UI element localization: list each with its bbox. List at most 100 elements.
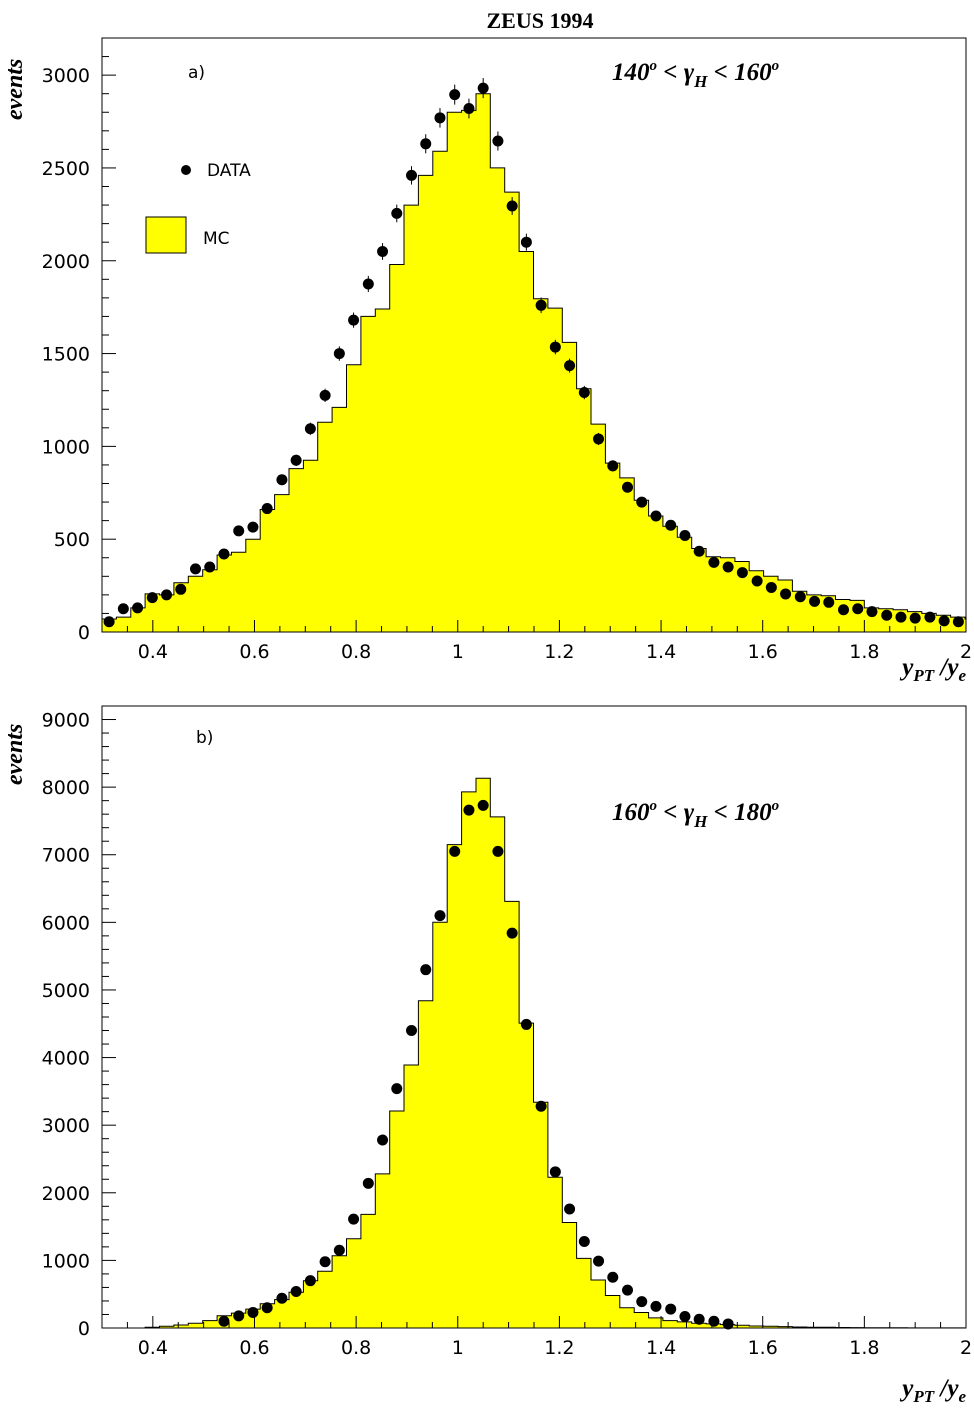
data-point — [218, 548, 230, 560]
panel-b-gamma-sub: H — [693, 812, 708, 831]
x-tick-label: 1.6 — [748, 1337, 778, 1359]
data-point — [593, 433, 605, 445]
y-tick-label: 1000 — [42, 436, 90, 458]
data-point — [520, 236, 532, 248]
data-point — [319, 1256, 331, 1268]
data-point — [693, 545, 705, 557]
data-point — [578, 387, 590, 399]
data-point — [362, 278, 374, 290]
data-point — [132, 602, 144, 614]
data-point — [838, 604, 850, 616]
x-tick-label: 0.8 — [341, 641, 371, 663]
data-point — [449, 845, 461, 857]
data-point — [823, 596, 835, 608]
panel-b-lt-1: < — [657, 799, 684, 826]
panel-a-lt-2: < — [707, 59, 734, 86]
x-tick-label: 1.8 — [849, 1337, 879, 1359]
data-point — [463, 103, 475, 115]
panel-a-angle-annotation: 140o < γH < 160o — [612, 58, 779, 91]
data-point — [233, 525, 245, 537]
data-point — [607, 460, 619, 472]
panel-a-angle-lo: 140 — [612, 59, 650, 86]
data-point — [290, 1285, 302, 1297]
x-tick-label: 0.4 — [138, 1337, 168, 1359]
legend-mc-label: MC — [203, 229, 230, 249]
data-point — [218, 1315, 230, 1327]
data-point — [852, 603, 864, 615]
panel-b-mc-histogram — [102, 777, 966, 1329]
data-point — [391, 207, 403, 219]
y-tick-label: 0 — [78, 1318, 90, 1340]
x-tick-label: 1.2 — [544, 641, 574, 663]
data-point — [247, 521, 259, 533]
mc-histogram-area — [102, 93, 966, 632]
panel-b-angle-annotation: 160o < γH < 180o — [612, 798, 779, 831]
y-tick-label: 1500 — [42, 344, 90, 366]
panel-b-xlabel-slash: / — [934, 1375, 949, 1402]
data-point — [247, 1306, 259, 1318]
x-tick-label: 0.4 — [138, 641, 168, 663]
data-point — [736, 567, 748, 579]
x-tick-label: 1.4 — [646, 1337, 676, 1359]
data-point — [780, 588, 792, 600]
data-point — [578, 1235, 590, 1247]
panel-a-xlabel-num-sub: PT — [912, 666, 934, 685]
data-point — [952, 616, 964, 628]
panel-b-label: b) — [196, 728, 213, 748]
data-point — [276, 1292, 288, 1304]
data-point — [665, 519, 677, 531]
panel-b-angle-lo: 160 — [612, 799, 650, 826]
data-point — [607, 1271, 619, 1283]
data-point — [751, 575, 763, 587]
panel-a-xlabel-den-sub: e — [958, 666, 966, 685]
data-point — [924, 611, 936, 623]
data-point — [161, 589, 173, 601]
panel-a-x-axis-label: yPT /ye — [899, 654, 966, 685]
data-point — [348, 314, 360, 326]
panel-b-gamma: γ — [684, 799, 695, 826]
data-point — [593, 1255, 605, 1267]
panel-a-gamma: γ — [684, 59, 695, 86]
data-point — [535, 299, 547, 311]
data-point — [477, 799, 489, 811]
data-point — [636, 496, 648, 508]
panel-a-y-ticks: 0 500 1000 1500 2000 2500 3000 — [42, 37, 116, 644]
data-point — [693, 1313, 705, 1325]
data-point — [204, 561, 216, 573]
panel-a-xlabel-num: y — [899, 654, 914, 681]
panel-a-y-axis-label: events — [2, 59, 28, 120]
data-point — [333, 1244, 345, 1256]
y-tick-label: 5000 — [42, 980, 90, 1002]
y-tick-label: 500 — [54, 529, 90, 551]
figure-title: ZEUS 1994 — [487, 8, 594, 33]
panel-a-xlabel-den: y — [944, 654, 959, 681]
y-tick-label: 0 — [78, 622, 90, 644]
legend-data-label: DATA — [207, 161, 251, 181]
data-point — [304, 423, 316, 435]
data-point — [117, 603, 129, 615]
data-point — [866, 606, 878, 618]
legend-data-marker — [181, 165, 191, 175]
data-point — [463, 804, 475, 816]
data-point — [261, 1302, 273, 1314]
x-tick-label: 1 — [452, 1337, 464, 1359]
data-point — [549, 341, 561, 353]
panel-b-data-points — [218, 799, 734, 1330]
data-point — [909, 612, 921, 624]
x-tick-label: 1 — [452, 641, 464, 663]
panel-a-gamma-sub: H — [693, 72, 708, 91]
y-tick-label: 3000 — [42, 65, 90, 87]
x-tick-label: 0.8 — [341, 1337, 371, 1359]
data-point — [434, 112, 446, 124]
panel-b: 0.4 0.6 0.8 1 1.2 1.4 1.6 1.8 2 0 1000 2000 3000 400… — [2, 705, 972, 1406]
data-point — [348, 1213, 360, 1225]
data-point — [722, 1318, 734, 1330]
x-tick-label: 0.6 — [239, 641, 269, 663]
y-tick-label: 2000 — [42, 251, 90, 273]
panel-b-xlabel-num: y — [899, 1375, 914, 1402]
panel-a-deg-hi: o — [772, 58, 780, 74]
data-point — [103, 616, 115, 628]
data-point — [622, 1284, 634, 1296]
data-point — [333, 348, 345, 360]
